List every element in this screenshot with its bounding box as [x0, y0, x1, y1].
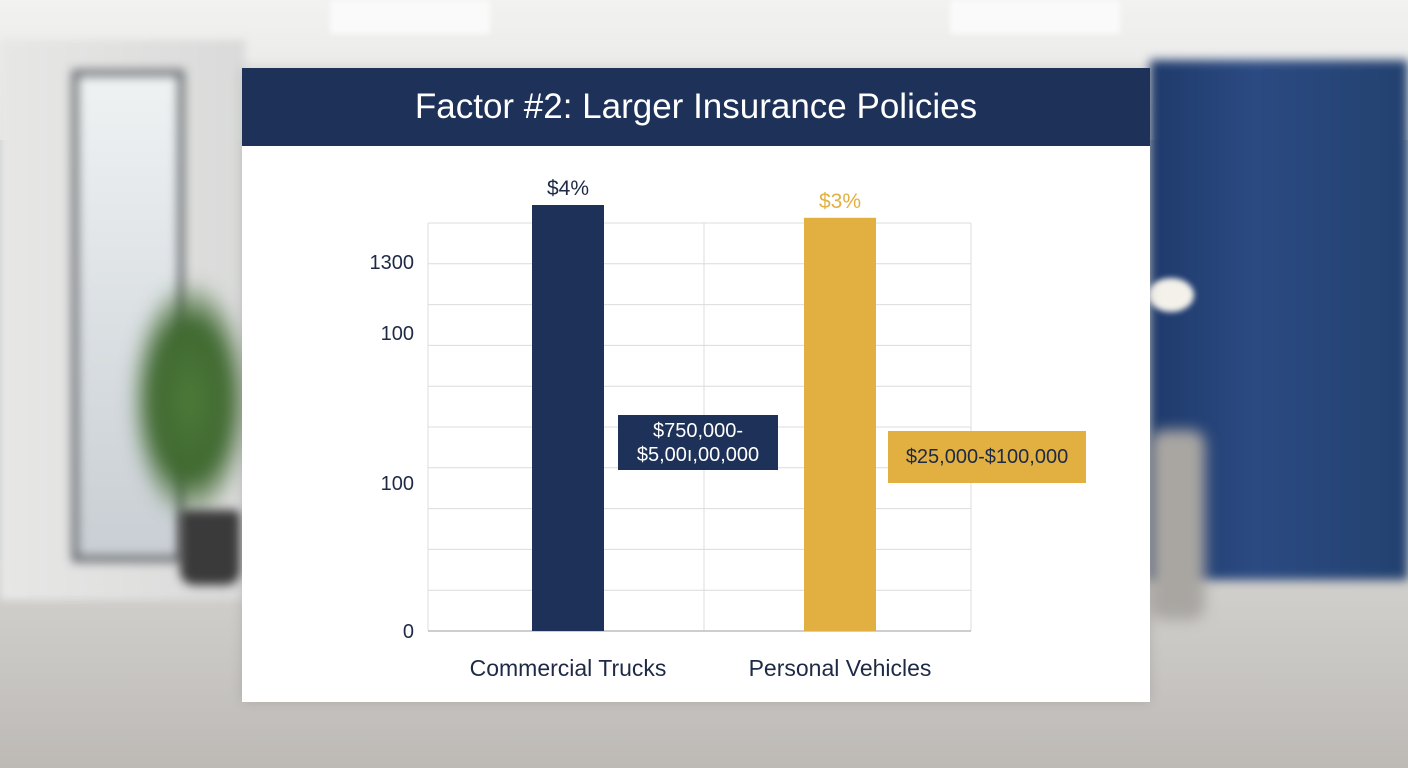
- bar-value-label: $4%: [547, 177, 589, 200]
- plant: [130, 280, 250, 520]
- slide-title-bar: Factor #2: Larger Insurance Policies: [242, 68, 1150, 146]
- y-tick-label: 1300: [370, 252, 415, 274]
- personal-range-label: $25,000-$100,000: [888, 431, 1086, 483]
- y-tick-label: 100: [381, 323, 414, 345]
- bar-0: [532, 205, 604, 631]
- bar-value-label: $3%: [819, 190, 861, 213]
- wall-lamp: [1148, 278, 1194, 312]
- bar-1: [804, 217, 876, 631]
- chart-slide: Factor #2: Larger Insurance Policies 130…: [242, 68, 1150, 702]
- chart-title: Factor #2: Larger Insurance Policies: [414, 87, 978, 126]
- bar-chart: 1300 100 100 0 $4% Commercial Trucks $3% Person…: [370, 177, 972, 681]
- ceiling-light: [330, 0, 490, 34]
- ceiling-light: [950, 0, 1120, 34]
- plant-pot: [180, 510, 240, 585]
- commercial-range-label: $750,000- $5,00ı,00,000: [618, 415, 778, 470]
- chair: [1150, 430, 1205, 620]
- y-tick-label: 100: [381, 473, 414, 495]
- category-label: Personal Vehicles: [749, 655, 932, 681]
- category-label: Commercial Trucks: [470, 655, 667, 681]
- y-tick-label: 0: [403, 621, 414, 643]
